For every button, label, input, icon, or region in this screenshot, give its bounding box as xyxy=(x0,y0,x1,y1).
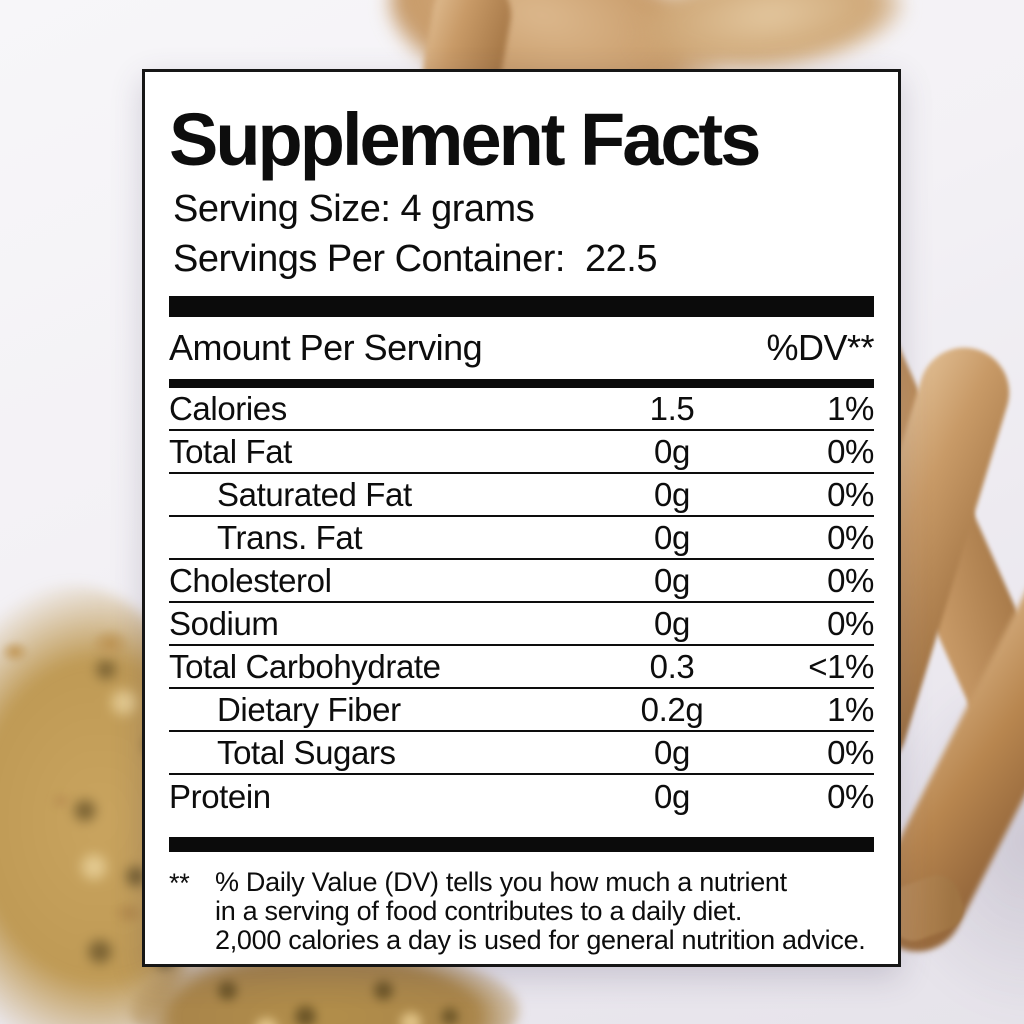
header-amount-per-serving: Amount Per Serving xyxy=(169,327,483,368)
nutrient-amount: 0g xyxy=(654,561,690,599)
nutrient-name: Cholesterol xyxy=(169,561,332,599)
nutrient-dv: 0% xyxy=(827,777,874,815)
nutrient-name: Total Fat xyxy=(169,432,292,470)
powder-crumb-2 xyxy=(90,628,130,660)
servings-per-container-line: Servings Per Container: 22.5 xyxy=(173,238,658,280)
nutrient-dv: 1% xyxy=(827,389,874,427)
divider-thick-top xyxy=(169,296,874,317)
serving-size-line: Serving Size: 4 grams xyxy=(173,188,535,230)
nutrient-amount: 0g xyxy=(654,518,690,556)
nutrient-amount: 0g xyxy=(654,475,690,513)
nutrient-dv: 0% xyxy=(827,432,874,470)
nutrient-dv: 0% xyxy=(827,561,874,599)
table-row-trans-fat: Trans. Fat 0g 0% xyxy=(169,517,874,560)
table-row-total-sugars: Total Sugars 0g 0% xyxy=(169,732,874,775)
table-row-cholesterol: Cholesterol 0g 0% xyxy=(169,560,874,603)
footnote: ** % Daily Value (DV) tells you how much… xyxy=(169,868,874,955)
footnote-line-2: in a serving of food contributes to a da… xyxy=(215,896,743,926)
nutrient-name: Saturated Fat xyxy=(217,475,412,513)
footnote-line-1: % Daily Value (DV) tells you how much a … xyxy=(215,867,787,897)
nutrient-amount: 0g xyxy=(654,733,690,771)
table-row-total-fat: Total Fat 0g 0% xyxy=(169,431,874,474)
nutrient-amount: 0g xyxy=(654,777,690,815)
nutrient-amount: 0.3 xyxy=(649,647,695,685)
nutrient-dv: 0% xyxy=(827,518,874,556)
nutrient-amount: 1.5 xyxy=(649,389,695,427)
nutrient-name: Total Sugars xyxy=(217,733,396,771)
powder-crumb-4 xyxy=(112,900,146,926)
nutrient-amount: 0.2g xyxy=(640,690,704,728)
divider-thick-bottom xyxy=(169,837,874,852)
table-row-total-carbohydrate: Total Carbohydrate 0.3 <1% xyxy=(169,646,874,689)
nutrient-dv: 0% xyxy=(827,475,874,513)
powder-crumb-1 xyxy=(0,640,30,664)
footnote-marker: ** xyxy=(169,868,190,898)
nutrient-name: Dietary Fiber xyxy=(217,690,401,728)
supplement-facts-panel: Supplement Facts Serving Size: 4 grams S… xyxy=(142,69,901,967)
nutrient-name: Calories xyxy=(169,389,287,427)
table-row-sodium: Sodium 0g 0% xyxy=(169,603,874,646)
nutrient-amount: 0g xyxy=(654,604,690,642)
nutrient-dv: 0% xyxy=(827,604,874,642)
footnote-line-3: 2,000 calories a day is used for general… xyxy=(215,925,866,955)
table-row-protein: Protein 0g 0% xyxy=(169,775,874,818)
nutrient-name: Sodium xyxy=(169,604,279,642)
nutrient-name: Trans. Fat xyxy=(217,518,363,556)
nutrient-dv: <1% xyxy=(808,647,874,685)
table-row-dietary-fiber: Dietary Fiber 0.2g 1% xyxy=(169,689,874,732)
table-row-saturated-fat: Saturated Fat 0g 0% xyxy=(169,474,874,517)
nutrient-name: Total Carbohydrate xyxy=(169,647,441,685)
powder-crumb-3 xyxy=(48,790,74,812)
panel-title: Supplement Facts xyxy=(169,98,761,181)
header-percent-dv: %DV** xyxy=(766,327,874,368)
nutrient-amount: 0g xyxy=(654,432,690,470)
table-row-calories: Calories 1.5 1% xyxy=(169,388,874,431)
divider-medium-header xyxy=(169,379,874,388)
table-header-row: Amount Per Serving %DV** xyxy=(169,317,874,379)
footnote-text: % Daily Value (DV) tells you how much a … xyxy=(215,868,866,955)
nutrient-name: Protein xyxy=(169,777,271,815)
nutrient-dv: 1% xyxy=(827,690,874,728)
nutrient-dv: 0% xyxy=(827,733,874,771)
